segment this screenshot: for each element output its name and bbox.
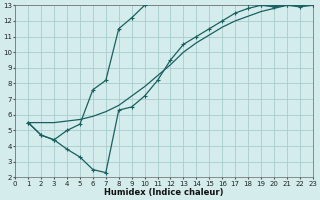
X-axis label: Humidex (Indice chaleur): Humidex (Indice chaleur) — [104, 188, 224, 197]
